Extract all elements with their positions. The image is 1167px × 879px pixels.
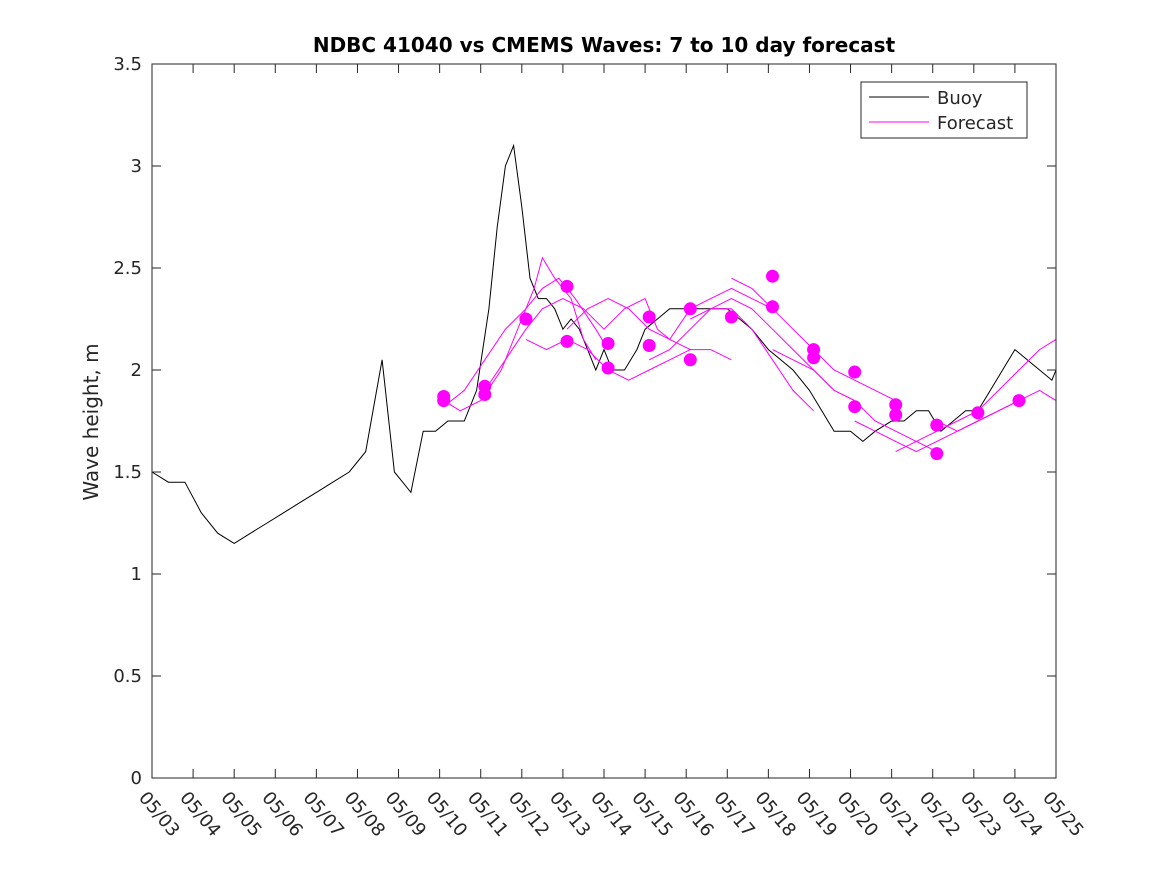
forecast-marker [848, 365, 862, 379]
x-tick-label: 05/25 [1038, 788, 1087, 841]
forecast-line-12 [936, 389, 1057, 432]
plot-area [151, 143, 1057, 544]
axes: 00.511.522.533.505/0305/0405/0505/0605/0… [113, 54, 1087, 841]
x-tick-label: 05/18 [751, 788, 800, 841]
forecast-line-5 [566, 287, 773, 341]
x-tick-label: 05/24 [997, 788, 1046, 841]
x-tick-label: 05/23 [956, 788, 1005, 841]
forecast-marker [848, 400, 862, 414]
y-tick-label: 2 [131, 360, 142, 381]
y-tick-label: 1 [131, 564, 142, 585]
forecast-marker [889, 408, 903, 422]
x-tick-label: 05/16 [668, 788, 717, 841]
forecast-marker [478, 388, 492, 401]
forecast-marker [560, 279, 574, 293]
legend-box [860, 81, 1028, 139]
forecast-marker [807, 351, 821, 365]
axes-box [151, 63, 1057, 779]
x-tick-label: 05/03 [134, 788, 183, 841]
forecast-marker [889, 398, 903, 412]
forecast-marker [642, 339, 656, 352]
forecast-line-2 [443, 277, 609, 408]
forecast-line-4 [525, 338, 732, 381]
forecast-marker [683, 302, 697, 316]
x-tick-label: 05/17 [709, 788, 758, 841]
x-tick-label: 05/10 [422, 788, 471, 841]
forecast-line-11 [895, 338, 1057, 453]
forecast-line-3 [484, 297, 691, 391]
x-tick-label: 05/15 [627, 788, 676, 841]
x-tick-label: 05/19 [792, 788, 841, 841]
x-tick-label: 05/12 [504, 788, 553, 841]
chart-title: NDBC 41040 vs CMEMS Waves: 7 to 10 day f… [313, 33, 896, 57]
buoy-series-line [151, 143, 1057, 544]
x-tick-label: 05/14 [586, 788, 635, 841]
x-tick-label: 05/09 [381, 788, 430, 841]
forecast-marker [642, 310, 656, 324]
forecast-marker [930, 447, 944, 461]
forecast-marker [601, 361, 615, 375]
forecast-marker [971, 406, 985, 420]
forecast-marker [1012, 394, 1026, 408]
x-tick-label: 05/06 [257, 788, 306, 841]
y-tick-label: 0.5 [113, 666, 142, 687]
y-tick-label: 3 [131, 156, 142, 177]
x-tick-label: 05/11 [463, 788, 512, 841]
x-tick-label: 05/08 [340, 788, 389, 841]
forecast-marker [766, 300, 779, 314]
forecast-marker [601, 337, 615, 350]
forecast-marker [519, 312, 533, 326]
legend: Buoy Forecast [860, 81, 1028, 139]
forecast-marker [766, 269, 779, 283]
forecast-line-6 [648, 308, 814, 412]
y-tick-label: 3.5 [113, 54, 142, 75]
x-tick-label: 05/13 [545, 788, 594, 841]
legend-forecast-label: Forecast [937, 113, 1013, 134]
x-tick-label: 05/21 [874, 788, 923, 841]
y-axis-label: Wave height, m [79, 343, 103, 500]
x-tick-label: 05/22 [915, 788, 964, 841]
forecast-marker [437, 394, 451, 408]
x-tick-label: 05/04 [175, 788, 224, 841]
forecast-line-1 [443, 256, 597, 412]
x-tick-label: 05/05 [216, 788, 265, 841]
forecast-marker [724, 310, 738, 324]
y-tick-label: 1.5 [113, 462, 142, 483]
x-tick-label: 05/07 [299, 788, 348, 841]
forecast-line-8 [731, 277, 896, 402]
y-tick-label: 2.5 [113, 258, 142, 279]
x-tick-label: 05/20 [833, 788, 882, 841]
legend-buoy-label: Buoy [937, 88, 983, 109]
forecast-marker [930, 418, 944, 432]
forecast-marker [683, 353, 697, 367]
forecast-marker [560, 334, 574, 348]
y-tick-label: 0 [131, 768, 142, 789]
